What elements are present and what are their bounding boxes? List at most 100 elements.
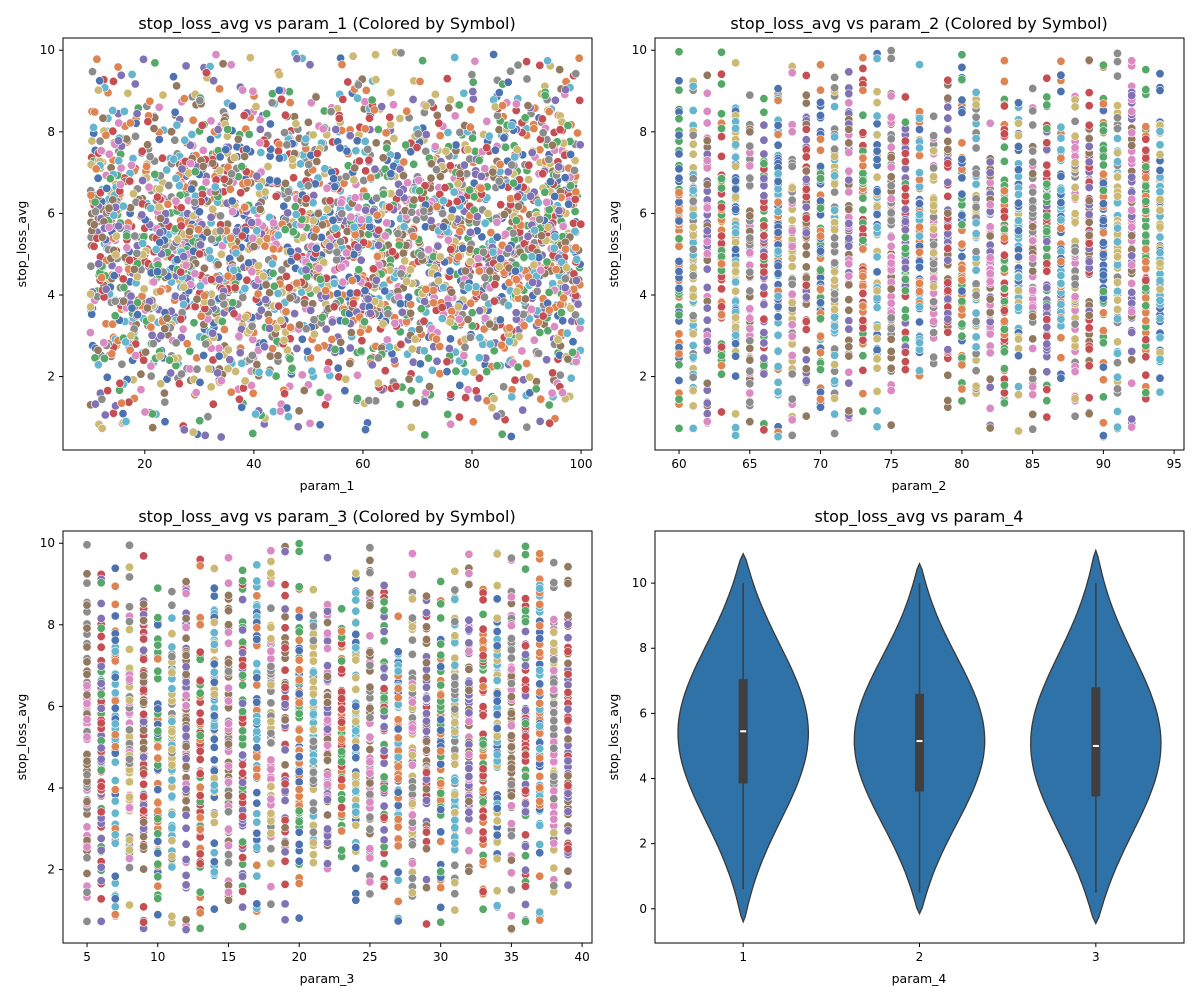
scatter-point [404, 292, 414, 302]
scatter-point [688, 423, 698, 433]
scatter-point [745, 304, 755, 314]
scatter-point [530, 225, 540, 235]
scatter-point [123, 88, 133, 98]
scatter-point [534, 348, 544, 358]
scatter-point [482, 367, 492, 377]
scatter-point [460, 342, 470, 352]
scatter-point [1084, 141, 1094, 151]
scatter-point [545, 177, 555, 187]
scatter-point [513, 362, 523, 372]
scatter-point [566, 373, 576, 383]
scatter-point [305, 418, 315, 428]
scatter-point [513, 60, 523, 70]
scatter-point [95, 76, 105, 86]
scatter-point [214, 274, 224, 284]
scatter-point [445, 334, 455, 344]
scatter-point [381, 128, 391, 138]
scatter-point [329, 174, 339, 184]
scatter-point [148, 409, 158, 419]
scatter-point [801, 98, 811, 108]
scatter-point [90, 197, 100, 207]
scatter-point [421, 101, 431, 111]
scatter-point [759, 107, 769, 117]
scatter-point [1013, 131, 1023, 141]
scatter-point [256, 148, 266, 158]
scatter-point [383, 309, 393, 319]
scatter-point [363, 294, 373, 304]
scatter-point [450, 52, 460, 62]
scatter-point [535, 214, 545, 224]
scatter-point [346, 212, 356, 222]
scatter-point [249, 242, 259, 252]
scatter-point [225, 184, 235, 194]
scatter-point [535, 60, 545, 70]
scatter-point [280, 225, 290, 235]
scatter-point [1013, 189, 1023, 199]
scatter-point [327, 317, 337, 327]
scatter-point [370, 164, 380, 174]
scatter-point [155, 184, 165, 194]
scatter-point [437, 313, 447, 323]
scatter-point [171, 196, 181, 206]
scatter-point [149, 277, 159, 287]
scatter-point [130, 231, 140, 241]
scatter-point [957, 173, 967, 183]
scatter-point [402, 106, 412, 116]
scatter-point [1113, 134, 1123, 144]
scatter-point [492, 361, 502, 371]
scatter-point [971, 265, 981, 275]
scatter-point [830, 72, 840, 82]
scatter-point [929, 259, 939, 269]
scatter-point [240, 152, 250, 162]
scatter-point [559, 293, 569, 303]
scatter-point [177, 369, 187, 379]
scatter-point [361, 205, 371, 215]
scatter-point [329, 278, 339, 288]
scatter-point [261, 280, 271, 290]
scatter-point [127, 70, 137, 80]
scatter-point [337, 262, 347, 272]
scatter-point [127, 303, 137, 313]
scatter-point [176, 314, 186, 324]
scatter-point [209, 76, 219, 86]
scatter-point [415, 359, 425, 369]
scatter-point [494, 176, 504, 186]
scatter-point [200, 430, 210, 440]
scatter-point [156, 213, 166, 223]
scatter-point [957, 95, 967, 105]
scatter-point [572, 254, 582, 264]
scatter-point [1127, 355, 1137, 365]
scatter-point [237, 402, 247, 412]
scatter-point [858, 53, 868, 63]
scatter-point [132, 248, 142, 258]
scatter-point [237, 358, 247, 368]
scatter-point [886, 324, 896, 334]
scatter-point [136, 369, 146, 379]
scatter-point [258, 271, 268, 281]
scatter-point [109, 76, 119, 86]
scatter-point [143, 140, 153, 150]
scatter-point [549, 322, 559, 332]
scatter-point [196, 240, 206, 250]
scatter-point [97, 232, 107, 242]
scatter-point [475, 306, 485, 316]
scatter-point [325, 196, 335, 206]
scatter-point [745, 417, 755, 427]
scatter-point [273, 230, 283, 240]
scatter-point [452, 197, 462, 207]
scatter-point [459, 88, 469, 98]
scatter-point [279, 335, 289, 345]
scatter-point [198, 161, 208, 171]
scatter-point [773, 140, 783, 150]
scatter-point [522, 358, 532, 368]
scatter-point [213, 260, 223, 270]
scatter-point [397, 307, 407, 317]
scatter-point [229, 153, 239, 163]
scatter-point [292, 278, 302, 288]
scatter-point [900, 148, 910, 158]
scatter-point [454, 100, 464, 110]
scatter-point [416, 250, 426, 260]
scatter-point [488, 167, 498, 177]
scatter-point [572, 128, 582, 138]
scatter-point [957, 396, 967, 406]
